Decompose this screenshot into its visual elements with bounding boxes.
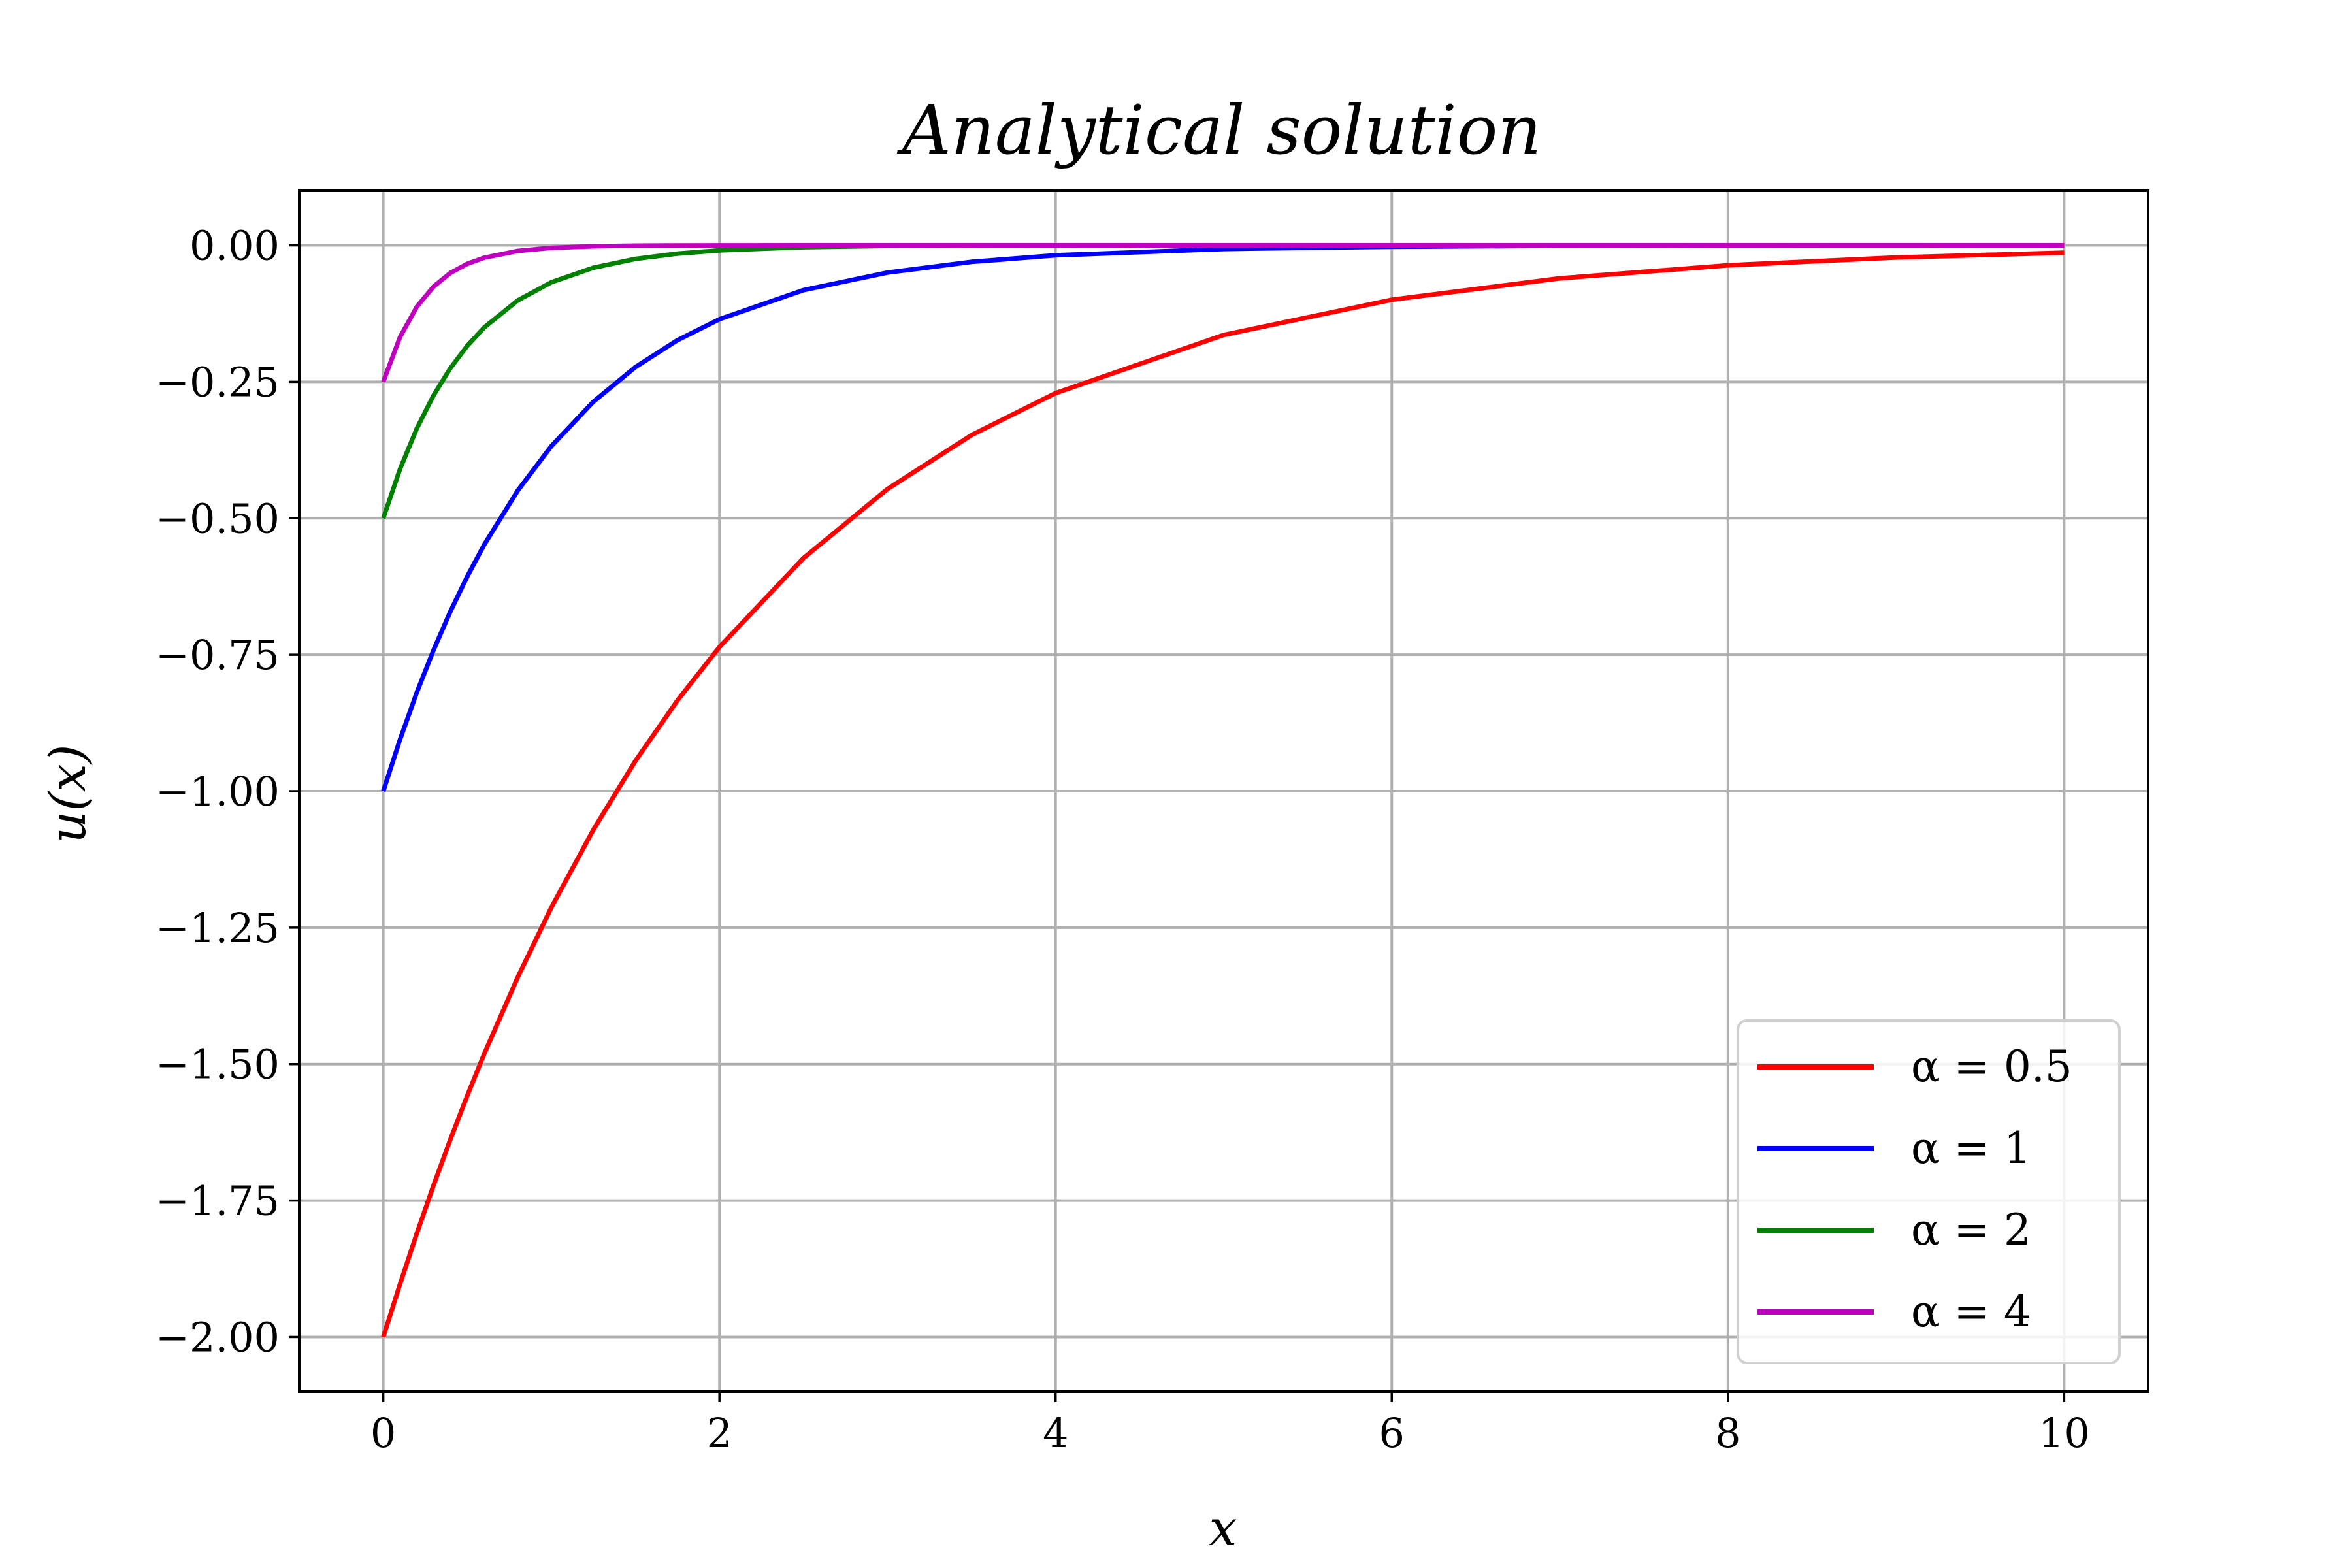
x-tick-label: 6: [1379, 1409, 1405, 1457]
legend-label-4: α = 4: [1911, 1286, 2031, 1337]
y-tick-label: −0.75: [155, 631, 280, 679]
x-tick-label: 0: [370, 1409, 396, 1457]
series-line-1: [381, 250, 2065, 1338]
legend-frame: [1737, 1019, 2121, 1364]
legend: α = 0.5 α = 1 α = 2 α = 4: [1737, 1019, 2121, 1364]
y-tick-label: −0.50: [155, 495, 280, 542]
x-tick-label: 2: [706, 1409, 732, 1457]
x-tick-label: 10: [2038, 1409, 2090, 1457]
y-axis-label: u(x): [39, 744, 97, 843]
tick-layer: 0 2 4 6 8 10 0.00 −0.25 −0.50 −0.75 −1.00 −1.25 −1.5…: [155, 222, 2090, 1457]
x-axis-label: x: [1209, 1499, 1237, 1557]
series-line-4: [381, 243, 2065, 383]
y-tick-label: −1.25: [155, 904, 280, 952]
y-tick-label: −2.00: [155, 1313, 280, 1361]
legend-label-2: α = 1: [1911, 1123, 2031, 1173]
series-layer: [381, 243, 2065, 1338]
x-tick-label: 4: [1043, 1409, 1068, 1457]
y-tick-label: −1.50: [155, 1041, 280, 1088]
chart-title: Analytical solution: [897, 90, 1542, 170]
y-tick-label: 0.00: [189, 222, 280, 270]
x-tick-label: 8: [1715, 1409, 1740, 1457]
y-tick-label: −1.00: [155, 768, 280, 815]
legend-label-3: α = 2: [1911, 1205, 2031, 1255]
legend-label-1: α = 0.5: [1911, 1041, 2072, 1092]
y-tick-label: −0.25: [155, 358, 280, 406]
y-tick-label: −1.75: [155, 1177, 280, 1225]
